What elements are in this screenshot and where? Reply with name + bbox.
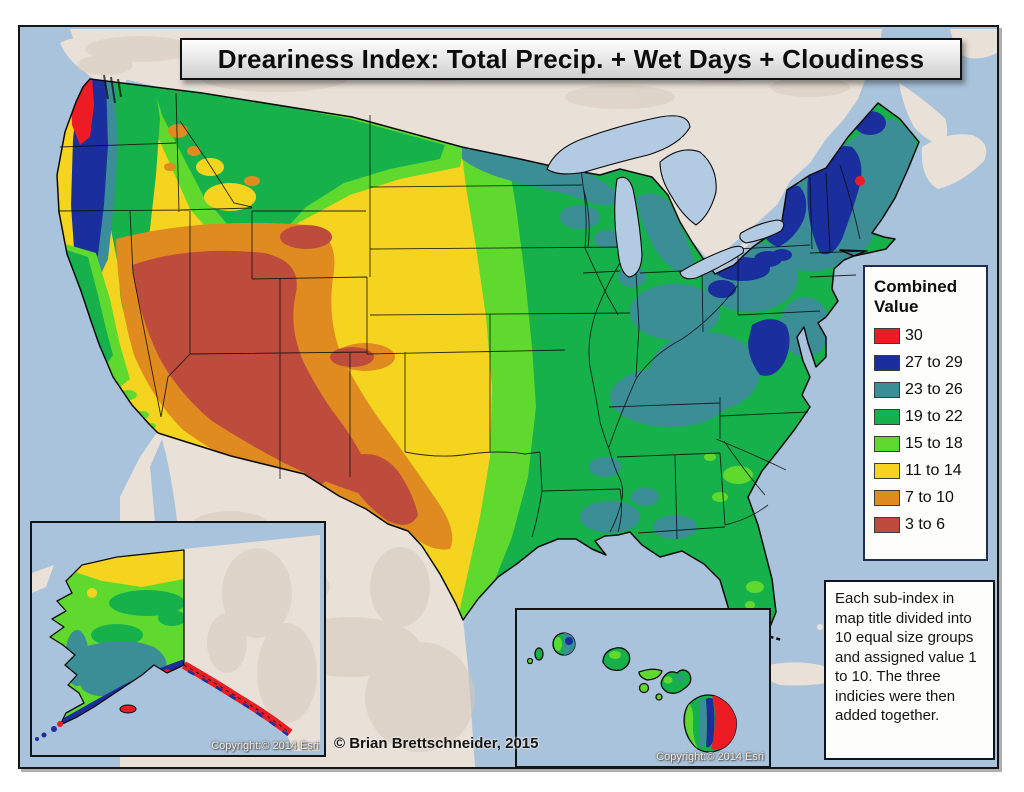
legend-swatch — [874, 435, 900, 452]
legend-swatch — [874, 516, 900, 533]
hawaii-esri-copyright: Copyright:© 2014 Esri — [656, 751, 764, 763]
legend-label: 23 to 26 — [905, 380, 963, 398]
legend-item: 23 to 26 — [874, 381, 986, 399]
alaska-map — [32, 523, 320, 751]
legend-label: 30 — [905, 326, 923, 344]
legend-item: 11 to 14 — [874, 462, 986, 480]
state-borders — [57, 92, 869, 540]
hawaii-map — [517, 610, 765, 762]
legend-swatch — [874, 381, 900, 398]
florida-keys — [755, 631, 783, 642]
great-lakes — [546, 115, 785, 280]
map-title: Dreariness Index: Total Precip. + Wet Da… — [217, 43, 925, 74]
legend-label: 15 to 18 — [905, 434, 963, 452]
legend-item: 7 to 10 — [874, 489, 986, 507]
legend-swatch — [874, 408, 900, 425]
legend-label: 19 to 22 — [905, 407, 963, 425]
mt-washington-red-dot — [855, 176, 865, 186]
legend-item: 27 to 29 — [874, 354, 986, 372]
author-credit: © Brian Brettschneider, 2015 — [334, 735, 539, 752]
legend-swatch — [874, 489, 900, 506]
legend-item: 15 to 18 — [874, 435, 986, 453]
alaska-outline — [49, 549, 185, 726]
legend-label: 11 to 14 — [905, 461, 962, 479]
legend-title-line1: Combined — [874, 277, 958, 296]
legend-title-line2: Value — [874, 297, 919, 317]
legend-label: 3 to 6 — [905, 515, 946, 533]
legend-item: 30 — [874, 327, 986, 345]
legend-swatch — [874, 462, 900, 479]
map-frame: Dreariness Index: Total Precip. + Wet Da… — [18, 25, 999, 769]
legend-title: Combined Value — [874, 277, 986, 318]
hawaii-inset: Copyright:© 2014 Esri — [515, 608, 771, 767]
us-dreariness-map — [20, 27, 997, 767]
legend-swatch — [874, 327, 900, 344]
legend-label: 27 to 29 — [905, 353, 963, 371]
hawaiian-islands — [526, 632, 737, 753]
legend-panel: Combined Value 30 27 to 29 23 to 26 19 t… — [863, 265, 988, 561]
alaska-esri-copyright: Copyright:© 2014 Esri — [211, 740, 319, 752]
legend-item: 19 to 22 — [874, 408, 986, 426]
legend-item: 3 to 6 — [874, 516, 986, 534]
legend-label: 7 to 10 — [905, 488, 954, 506]
methodology-note: Each sub-index in map title divided into… — [824, 580, 995, 760]
map-title-banner: Dreariness Index: Total Precip. + Wet Da… — [180, 38, 962, 80]
puget-sound — [103, 74, 122, 104]
alaska-inset: Copyright:© 2014 Esri — [30, 521, 326, 757]
legend-swatch — [874, 354, 900, 371]
